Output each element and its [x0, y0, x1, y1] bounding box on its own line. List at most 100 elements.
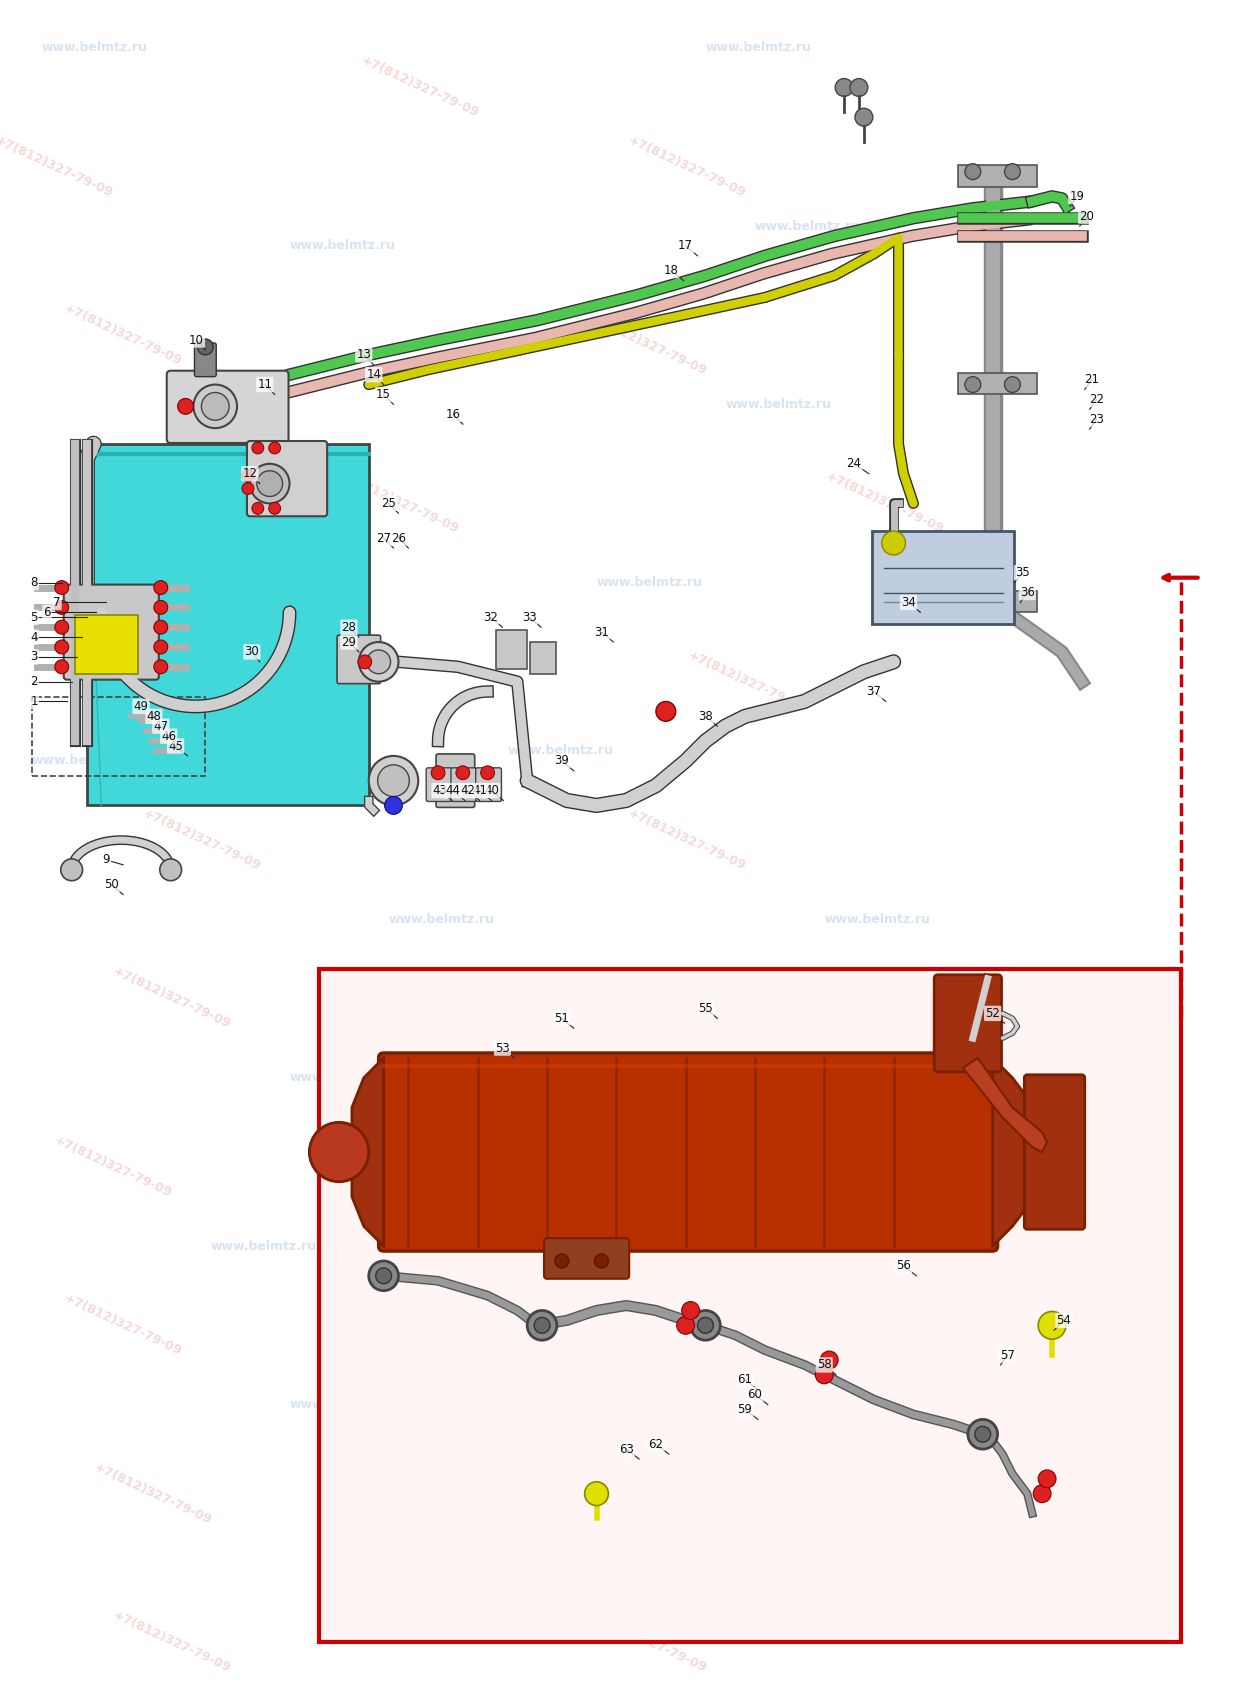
Text: 14: 14 — [367, 369, 382, 381]
FancyBboxPatch shape — [872, 530, 1014, 624]
Text: www.belmtz.ru: www.belmtz.ru — [745, 1071, 850, 1085]
Circle shape — [820, 1352, 838, 1368]
Circle shape — [698, 1318, 713, 1333]
Text: 43: 43 — [432, 784, 447, 797]
Text: 23: 23 — [1089, 413, 1104, 425]
Circle shape — [242, 469, 253, 481]
Text: 27: 27 — [375, 532, 391, 544]
Text: 3: 3 — [30, 651, 38, 663]
Text: www.belmtz.ru: www.belmtz.ru — [785, 1566, 891, 1579]
Text: 36: 36 — [1019, 586, 1034, 598]
Circle shape — [856, 109, 873, 126]
Bar — [958, 372, 1037, 394]
Circle shape — [369, 756, 418, 806]
Text: +7(812)327-79-09: +7(812)327-79-09 — [626, 808, 748, 874]
Text: +7(812)327-79-09: +7(812)327-79-09 — [111, 1610, 233, 1674]
Circle shape — [480, 765, 494, 780]
Text: 18: 18 — [663, 264, 678, 277]
Text: www.belmtz.ru: www.belmtz.ru — [706, 41, 811, 54]
Text: www.belmtz.ru: www.belmtz.ru — [290, 1397, 396, 1411]
Text: www.belmtz.ru: www.belmtz.ru — [596, 576, 702, 590]
Text: +7(812)327-79-09: +7(812)327-79-09 — [52, 1134, 174, 1200]
Text: 15: 15 — [377, 388, 391, 401]
Text: 11: 11 — [257, 377, 272, 391]
Text: +7(812)327-79-09: +7(812)327-79-09 — [339, 471, 461, 537]
Text: 47: 47 — [154, 719, 169, 733]
Text: 31: 31 — [593, 626, 609, 639]
Text: +7(812)327-79-09: +7(812)327-79-09 — [0, 134, 115, 199]
Text: +7(812)327-79-09: +7(812)327-79-09 — [547, 1450, 669, 1516]
Text: +7(812)327-79-09: +7(812)327-79-09 — [626, 134, 748, 199]
Text: 4: 4 — [30, 631, 38, 644]
Circle shape — [656, 702, 675, 721]
FancyBboxPatch shape — [379, 1052, 998, 1251]
Text: 22: 22 — [1089, 393, 1104, 406]
Text: 7: 7 — [53, 597, 60, 609]
Circle shape — [968, 1420, 998, 1448]
Text: www.belmtz.ru: www.belmtz.ru — [388, 913, 494, 927]
Text: 50: 50 — [103, 879, 118, 891]
Text: www.belmtz.ru: www.belmtz.ru — [755, 219, 861, 233]
Circle shape — [975, 1426, 990, 1442]
Circle shape — [431, 765, 445, 780]
Bar — [319, 969, 1181, 1642]
Text: +7(812)327-79-09: +7(812)327-79-09 — [508, 1134, 629, 1200]
Text: +7(812)327-79-09: +7(812)327-79-09 — [685, 649, 808, 714]
Text: 5: 5 — [30, 610, 38, 624]
Text: 9: 9 — [102, 853, 110, 867]
Text: www.belmtz.ru: www.belmtz.ru — [824, 913, 930, 927]
Text: +7(812)327-79-09: +7(812)327-79-09 — [537, 1292, 659, 1358]
Circle shape — [198, 338, 213, 355]
Circle shape — [378, 765, 410, 797]
Circle shape — [534, 1318, 549, 1333]
Text: 42: 42 — [460, 784, 475, 797]
Text: 8: 8 — [30, 576, 38, 590]
Circle shape — [384, 797, 402, 814]
Circle shape — [1033, 1484, 1051, 1503]
Text: 37: 37 — [867, 685, 881, 699]
Text: 19: 19 — [1070, 190, 1085, 202]
Text: 46: 46 — [161, 729, 176, 743]
FancyBboxPatch shape — [544, 1238, 629, 1278]
Text: 30: 30 — [244, 646, 260, 658]
Circle shape — [154, 620, 168, 634]
Circle shape — [55, 600, 69, 614]
Text: www.belmtz.ru: www.belmtz.ru — [170, 418, 276, 430]
Text: 12: 12 — [242, 468, 257, 479]
Circle shape — [60, 858, 83, 881]
FancyBboxPatch shape — [247, 440, 328, 517]
Text: +7(812)327-79-09: +7(812)327-79-09 — [587, 1610, 708, 1674]
FancyBboxPatch shape — [451, 768, 476, 801]
Text: 24: 24 — [847, 457, 862, 471]
Text: 28: 28 — [341, 620, 357, 634]
Circle shape — [178, 398, 194, 415]
Circle shape — [835, 78, 853, 97]
Text: www.belmtz.ru: www.belmtz.ru — [290, 240, 396, 252]
Circle shape — [310, 1122, 369, 1181]
Text: 54: 54 — [1056, 1314, 1071, 1328]
FancyBboxPatch shape — [64, 585, 159, 680]
Circle shape — [367, 649, 391, 673]
Circle shape — [965, 163, 980, 180]
Circle shape — [682, 1302, 699, 1319]
Circle shape — [268, 503, 281, 515]
Circle shape — [160, 858, 181, 881]
Circle shape — [242, 483, 253, 495]
Circle shape — [154, 581, 168, 595]
Text: 61: 61 — [737, 1374, 752, 1386]
Text: 48: 48 — [146, 711, 161, 722]
Text: 53: 53 — [495, 1042, 510, 1054]
Circle shape — [456, 765, 470, 780]
Text: 58: 58 — [816, 1358, 832, 1372]
Text: +7(812)327-79-09: +7(812)327-79-09 — [141, 808, 263, 874]
Polygon shape — [963, 1057, 1047, 1153]
Text: www.belmtz.ru: www.belmtz.ru — [665, 1239, 771, 1253]
Text: 13: 13 — [357, 348, 372, 362]
Text: 21: 21 — [1084, 372, 1099, 386]
Circle shape — [554, 1255, 568, 1268]
Text: 17: 17 — [678, 240, 693, 252]
FancyBboxPatch shape — [530, 643, 556, 673]
Text: 29: 29 — [341, 636, 357, 648]
Text: 33: 33 — [522, 610, 537, 624]
Text: 62: 62 — [649, 1438, 664, 1450]
